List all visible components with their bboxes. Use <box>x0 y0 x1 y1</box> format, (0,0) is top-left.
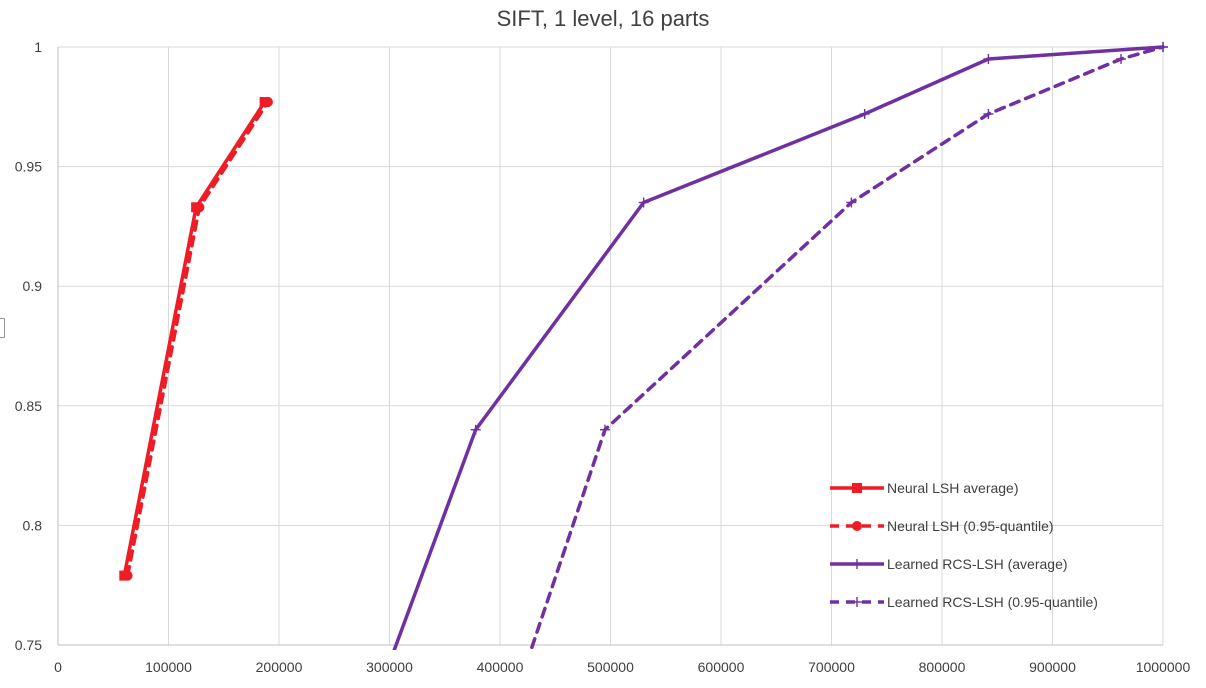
y-tick-label: 1 <box>34 39 42 55</box>
x-tick-label: 1000000 <box>1136 659 1191 675</box>
legend-label: Learned RCS-LSH (0.95-quantile) <box>887 594 1098 610</box>
data-point <box>122 570 133 581</box>
data-point <box>1116 53 1127 64</box>
y-tick-label: 0.75 <box>15 637 42 653</box>
x-tick-label: 600000 <box>698 659 745 675</box>
grid <box>57 46 1164 646</box>
series-line-3 <box>392 45 1165 650</box>
x-tick-label: 0 <box>54 659 62 675</box>
series-line-4 <box>529 45 1165 650</box>
y-tick-label: 0.9 <box>23 278 43 294</box>
x-tick-label: 300000 <box>366 659 413 675</box>
panel-edge-handle <box>0 318 5 338</box>
data-point <box>983 53 994 64</box>
legend-swatch-marker <box>852 559 862 569</box>
data-point <box>470 424 481 435</box>
x-tick-label: 100000 <box>145 659 192 675</box>
legend-label: Neural LSH average) <box>887 480 1019 496</box>
y-tick-label: 0.8 <box>23 517 43 533</box>
data-point <box>983 108 994 119</box>
x-tick-label: 200000 <box>256 659 303 675</box>
y-tick-label: 0.95 <box>15 159 42 175</box>
data-point <box>194 202 205 213</box>
x-tick-label: 400000 <box>477 659 524 675</box>
series-group <box>122 45 1165 650</box>
x-tick-label: 500000 <box>587 659 634 675</box>
data-point <box>859 108 870 119</box>
data-point <box>262 97 273 108</box>
legend-swatch-marker <box>852 521 862 531</box>
x-tick-label: 900000 <box>1029 659 1076 675</box>
data-point <box>638 197 649 208</box>
series-line-2 <box>125 100 270 578</box>
data-point <box>599 424 610 435</box>
markers-group <box>119 42 1168 581</box>
x-tick-label: 800000 <box>919 659 966 675</box>
data-point <box>846 197 857 208</box>
axes: 0 100000 200000 300000 400000 500000 600000 700… <box>15 39 1191 675</box>
data-point <box>1158 42 1168 52</box>
series-line-1 <box>122 100 267 578</box>
x-tick-label: 700000 <box>808 659 855 675</box>
chart-title: SIFT, 1 level, 16 parts <box>496 6 710 31</box>
legend-label: Learned RCS-LSH (average) <box>887 556 1068 572</box>
legend-swatch-marker <box>852 483 862 493</box>
legend: Neural LSH average) Neural LSH (0.95-quan… <box>830 480 1098 610</box>
y-tick-label: 0.85 <box>15 398 42 414</box>
legend-swatch-marker <box>852 597 862 607</box>
legend-label: Neural LSH (0.95-quantile) <box>887 518 1054 534</box>
